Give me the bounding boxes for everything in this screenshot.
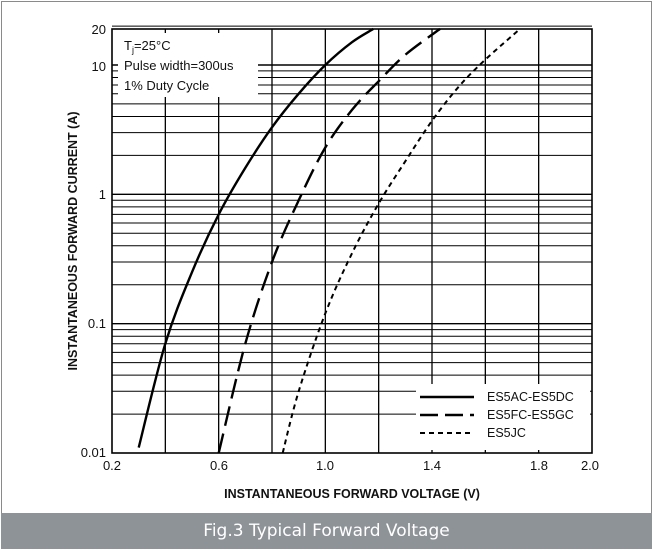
y-tick-labels: 20 10 1 0.1 0.01	[81, 22, 106, 460]
annotation-line-1: Tj=25°C	[124, 38, 171, 55]
x-tick-label-1.0: 1.0	[316, 458, 334, 473]
annotation-background	[118, 33, 258, 97]
legend-background	[416, 384, 590, 450]
x-tick-labels: 0.2 0.6 1.0 1.4 1.8 2.0	[103, 458, 599, 473]
legend: ES5AC-ES5DC ES5FC-ES5GC ES5JC	[416, 384, 590, 450]
annotation-box: Tj=25°C Pulse width=300us 1% Duty Cycle	[118, 33, 258, 97]
x-tick-label-1.4: 1.4	[423, 458, 441, 473]
y-tick-label-10: 10	[92, 59, 106, 74]
forward-voltage-chart: Tj=25°C Pulse width=300us 1% Duty Cycle …	[66, 22, 599, 501]
y-tick-label-1: 1	[99, 187, 106, 202]
x-tick-label-2.0: 2.0	[581, 458, 599, 473]
curves	[137, 27, 521, 454]
grid	[112, 25, 592, 453]
legend-label-es5ac-es5dc: ES5AC-ES5DC	[487, 390, 574, 404]
y-tick-label-0.01: 0.01	[81, 445, 106, 460]
series-line-es5fc-es5gc	[217, 27, 441, 454]
x-axis-title: INSTANTANEOUS FORWARD VOLTAGE (V)	[224, 487, 480, 501]
series-line-es5jc	[281, 28, 521, 454]
plot-border	[111, 28, 593, 454]
legend-label-es5jc: ES5JC	[487, 426, 526, 440]
series-line-es5ac-es5dc	[137, 27, 374, 448]
x-tick-label-0.2: 0.2	[103, 458, 121, 473]
y-tick-label-0.1: 0.1	[88, 316, 106, 331]
figure-caption: Fig.3 Typical Forward Voltage	[1, 513, 652, 549]
annotation-line-2: Pulse width=300us	[124, 58, 234, 73]
y-tick-label-20: 20	[92, 22, 106, 37]
x-tick-label-0.6: 0.6	[210, 458, 228, 473]
y-axis-title: INSTANTANEOUS FORWARD CURRENT (A)	[66, 111, 80, 370]
x-tick-label-1.8: 1.8	[530, 458, 548, 473]
annotation-line-3: 1% Duty Cycle	[124, 78, 209, 93]
legend-label-es5fc-es5gc: ES5FC-ES5GC	[487, 408, 574, 422]
